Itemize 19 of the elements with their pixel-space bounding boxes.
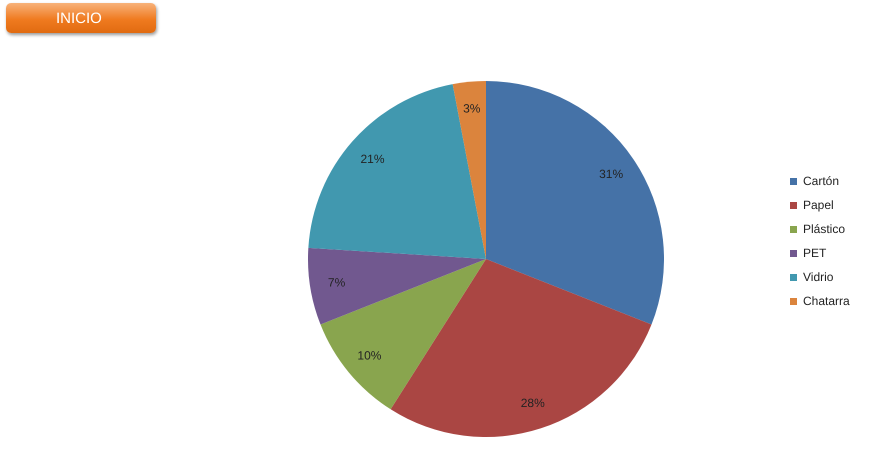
pie-slice [320,259,486,410]
pie-slice [486,81,664,325]
pie-slice [308,248,486,325]
start-button: INICIO [6,3,156,33]
legend-label: PET [803,246,826,260]
legend-label: Plástico [803,222,846,236]
data-label: 10% [357,348,382,362]
data-label: 31% [599,166,624,181]
data-label: 21% [360,152,385,166]
pie-slice [452,81,486,259]
data-label: 7% [328,276,346,290]
data-label: 28% [520,396,546,410]
legend-label: Cartón [803,174,840,188]
legend-label: Chatarra [803,294,850,308]
pie-slice [390,259,652,437]
pie-slice [308,84,486,259]
legend-label: Vidrio [803,270,834,284]
data-label: 3% [463,101,481,116]
legend-label: Papel [803,198,834,212]
